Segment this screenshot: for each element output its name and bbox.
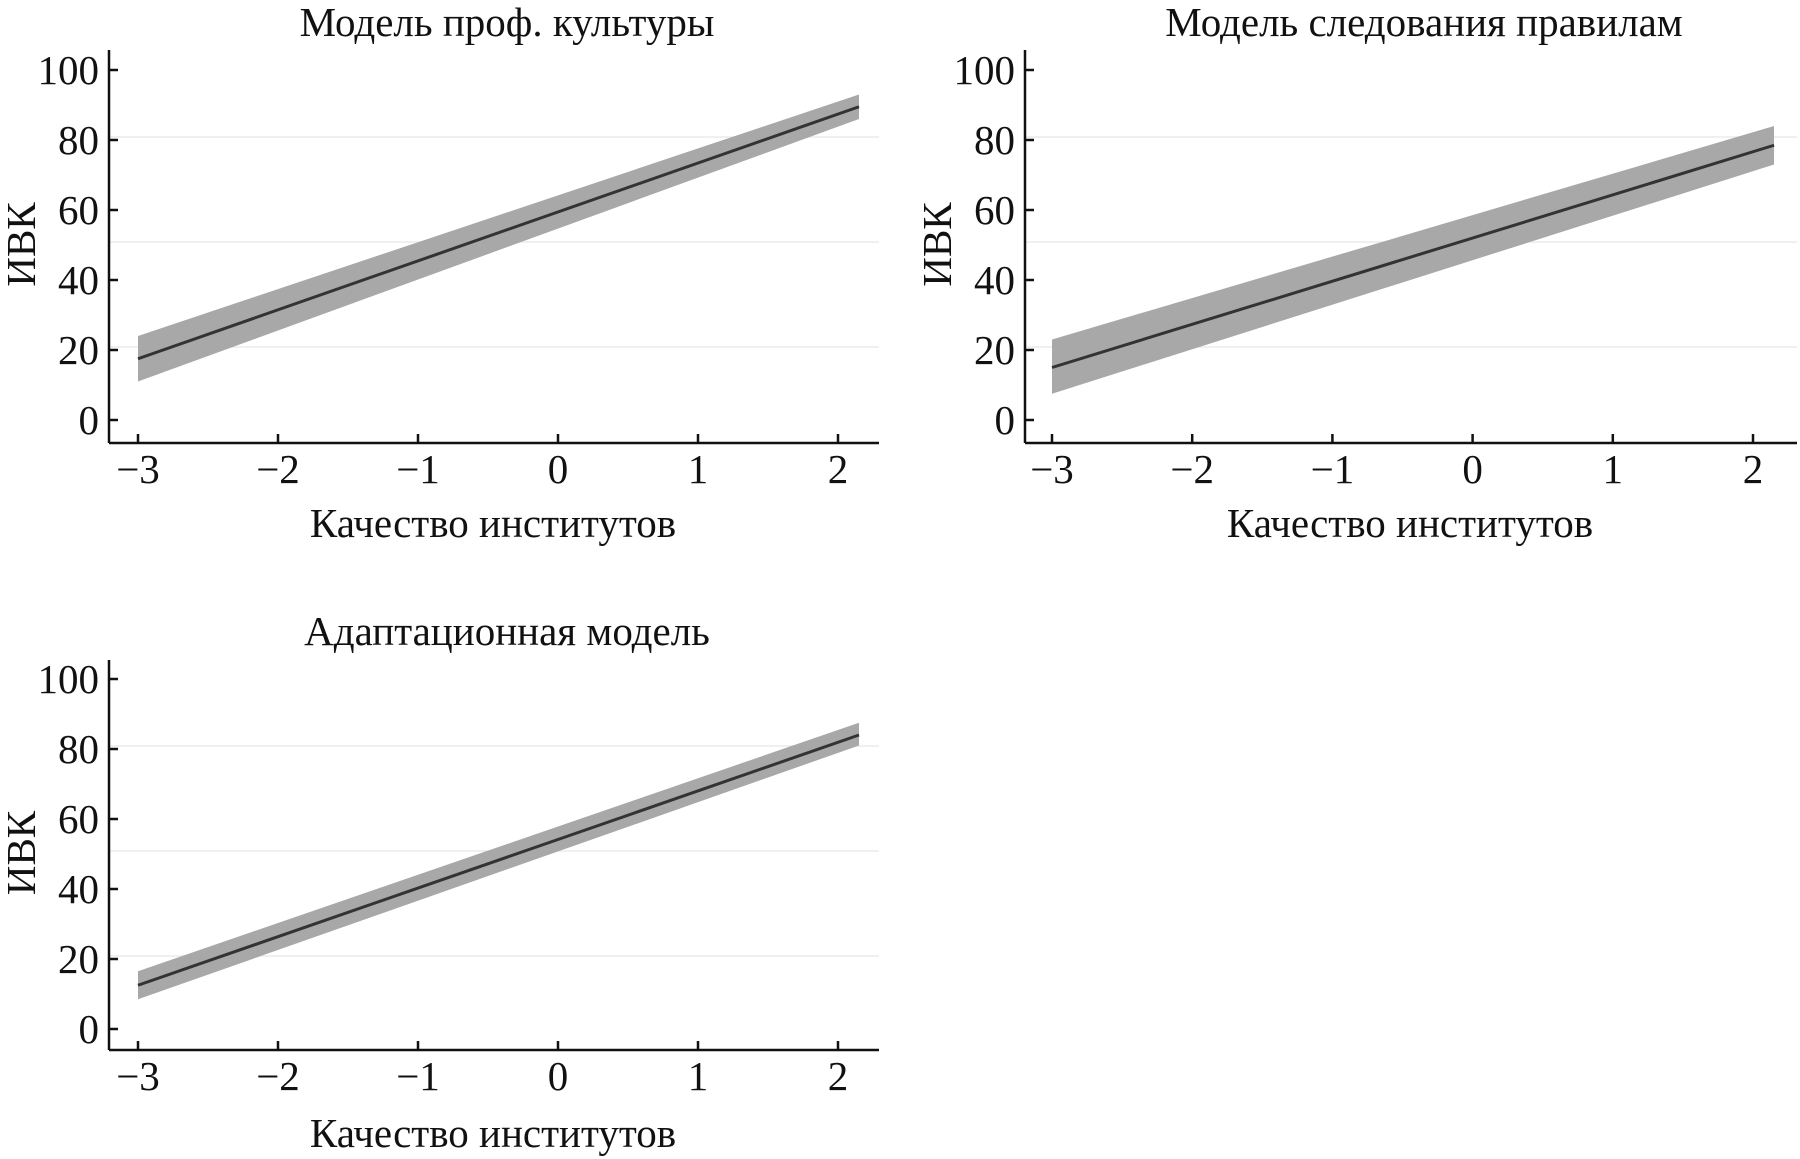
x-tick-label: −3 <box>116 446 160 492</box>
x-tick-label: −1 <box>1311 446 1355 492</box>
y-tick-label: 0 <box>79 397 100 443</box>
y-axis-label: ИВК <box>0 202 44 287</box>
y-tick-label: 60 <box>58 796 99 842</box>
x-tick-label: 2 <box>828 1053 849 1099</box>
x-tick-label: 0 <box>1462 446 1483 492</box>
x-tick-label: −3 <box>1030 446 1074 492</box>
y-tick-label: 40 <box>974 257 1015 303</box>
x-axis-label: Качество институтов <box>1227 500 1593 546</box>
x-tick-label: 1 <box>688 446 709 492</box>
y-tick-label: 100 <box>38 656 100 702</box>
x-tick-label: 1 <box>688 1053 709 1099</box>
y-tick-label: 60 <box>58 187 99 233</box>
chart-title: Модель проф. культуры <box>300 0 715 45</box>
confidence-band <box>1052 126 1775 394</box>
y-tick-label: 80 <box>974 117 1015 163</box>
x-tick-label: 0 <box>548 446 569 492</box>
y-tick-label: 0 <box>79 1006 100 1052</box>
y-tick-label: 20 <box>58 327 99 373</box>
y-axis-label: ИВК <box>0 810 44 895</box>
y-tick-label: 100 <box>38 47 100 93</box>
x-tick-label: −1 <box>396 446 440 492</box>
x-tick-label: −1 <box>396 1053 440 1099</box>
y-tick-label: 20 <box>974 327 1015 373</box>
chart-title: Модель следования правилам <box>1165 0 1682 45</box>
x-axis-label: Качество институтов <box>310 1110 676 1156</box>
y-tick-label: 80 <box>58 726 99 772</box>
x-tick-label: −2 <box>256 1053 300 1099</box>
x-tick-label: −2 <box>256 446 300 492</box>
y-tick-label: 40 <box>58 866 99 912</box>
y-tick-label: 60 <box>974 187 1015 233</box>
regression-line <box>1051 143 1775 369</box>
y-axis-label: ИВК <box>914 202 960 287</box>
regression-line <box>137 105 860 361</box>
y-tick-label: 40 <box>58 257 99 303</box>
x-tick-label: −2 <box>1170 446 1214 492</box>
y-tick-label: 20 <box>58 936 99 982</box>
chart-panel-3: 0 20 40 60 80 100 −3 −2 −1 0 1 2 Адаптационная модел… <box>0 608 879 1156</box>
y-tick-label: 0 <box>995 397 1016 443</box>
confidence-band <box>138 94 859 382</box>
chart-title: Адаптационная модель <box>304 608 710 654</box>
chart-panel-1: 0 20 40 60 80 100 −3 −2 −1 0 1 2 Модель проф. культу… <box>0 0 879 546</box>
x-axis-label: Качество институтов <box>310 500 676 546</box>
x-tick-label: 2 <box>1743 446 1764 492</box>
y-tick-label: 100 <box>954 47 1016 93</box>
y-tick-label: 80 <box>58 117 99 163</box>
x-tick-label: 0 <box>548 1053 569 1099</box>
regression-line <box>137 733 860 987</box>
chart-panel-2: 0 20 40 60 80 100 −3 −2 −1 0 1 2 Модель следования п… <box>914 0 1797 546</box>
x-tick-label: −3 <box>116 1053 160 1099</box>
x-tick-label: 2 <box>828 446 849 492</box>
x-tick-label: 1 <box>1603 446 1624 492</box>
